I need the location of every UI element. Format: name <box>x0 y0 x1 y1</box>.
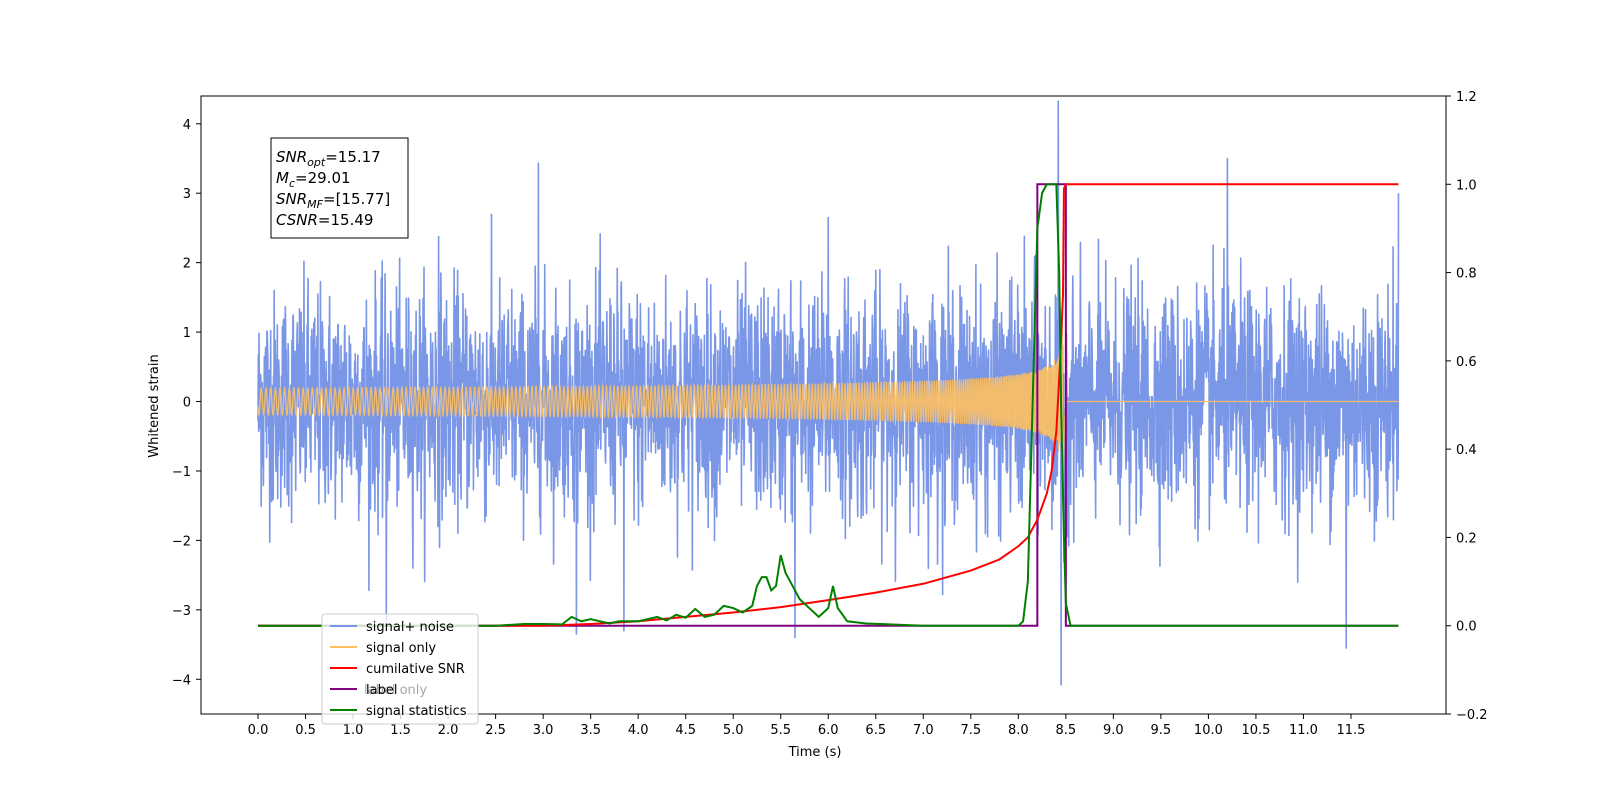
legend-label: signal+ noise <box>366 620 454 635</box>
legend-label: label <box>366 683 397 698</box>
x-tick-label: 9.0 <box>1103 723 1124 738</box>
series-signal-statistics <box>258 183 1399 627</box>
y-tick-label-left: 4 <box>183 118 191 133</box>
annotation-line: CSNR=15.49 <box>276 211 373 229</box>
legend-label: cumilative SNR <box>366 662 465 677</box>
y-tick-label-left: −3 <box>172 604 191 619</box>
x-tick-label: 8.5 <box>1056 723 1077 738</box>
x-tick-label: 2.5 <box>485 723 506 738</box>
y-tick-label-left: −1 <box>172 465 191 480</box>
y-tick-label-right: 0.0 <box>1456 620 1477 635</box>
plot-frame <box>200 95 1447 715</box>
legend-label: signal statistics <box>366 704 467 719</box>
x-tick-label: 1.5 <box>390 723 411 738</box>
x-tick-label: 7.5 <box>960 723 981 738</box>
legend-box <box>321 613 479 725</box>
stats-annotation: SNRopt=15.17Mc=29.01SNRMF=[15.77]CSNR=15… <box>270 137 409 239</box>
y-tick-label-left: −4 <box>172 673 191 688</box>
x-tick-label: 5.5 <box>770 723 791 738</box>
x-tick-label: 11.0 <box>1289 723 1318 738</box>
x-tick-label: 8.0 <box>1008 723 1029 738</box>
series-signal-only <box>257 325 1399 510</box>
y-tick-label-left: 0 <box>183 396 191 411</box>
x-tick-label: 0.5 <box>295 723 316 738</box>
x-tick-label: 0.0 <box>248 723 269 738</box>
legend: label only signal+ noise signal only cumila… <box>321 613 479 725</box>
x-axis-title: Time (s) <box>788 745 842 760</box>
x-tick-label: 9.5 <box>1151 723 1172 738</box>
series-signal-noise <box>257 100 1400 686</box>
x-tick-label: 4.0 <box>628 723 649 738</box>
y-tick-label-right: 1.2 <box>1456 90 1477 105</box>
x-tick-label: 10.5 <box>1241 723 1270 738</box>
x-tick-label: 3.5 <box>580 723 601 738</box>
y-tick-label-right: 1.0 <box>1456 178 1477 193</box>
legend-label: signal only <box>366 641 436 656</box>
x-tick-label: 5.0 <box>723 723 744 738</box>
y-tick-label-right: −0.2 <box>1456 708 1488 723</box>
x-tick-label: 6.5 <box>865 723 886 738</box>
y-tick-label-right: 0.8 <box>1456 267 1477 282</box>
x-tick-label: 6.0 <box>818 723 839 738</box>
y-tick-label-right: 0.6 <box>1456 355 1477 370</box>
x-tick-label: 1.0 <box>343 723 364 738</box>
annotation-line: SNRopt=15.17 <box>276 148 381 169</box>
annotation-line: SNRMF=[15.77] <box>276 190 390 211</box>
legend-obscured-label: label only <box>364 683 427 698</box>
y-tick-label-left: 1 <box>183 326 191 341</box>
y-tick-label-left: 3 <box>183 187 191 202</box>
y-tick-label-left: −2 <box>172 534 191 549</box>
x-tick-label: 7.0 <box>913 723 934 738</box>
x-tick-label: 2.0 <box>438 723 459 738</box>
y-tick-label-right: 0.2 <box>1456 531 1477 546</box>
x-tick-label: 3.0 <box>533 723 554 738</box>
annotation-box <box>270 137 409 239</box>
annotation-line: Mc=29.01 <box>276 169 351 190</box>
x-tick-label: 11.5 <box>1336 723 1365 738</box>
y-axis-title: Whitened strain <box>147 354 162 457</box>
y-tick-label-left: 2 <box>183 257 191 272</box>
y-tick-label-right: 0.4 <box>1456 443 1477 458</box>
x-tick-label: 4.5 <box>675 723 696 738</box>
x-tick-label: 10.0 <box>1194 723 1223 738</box>
